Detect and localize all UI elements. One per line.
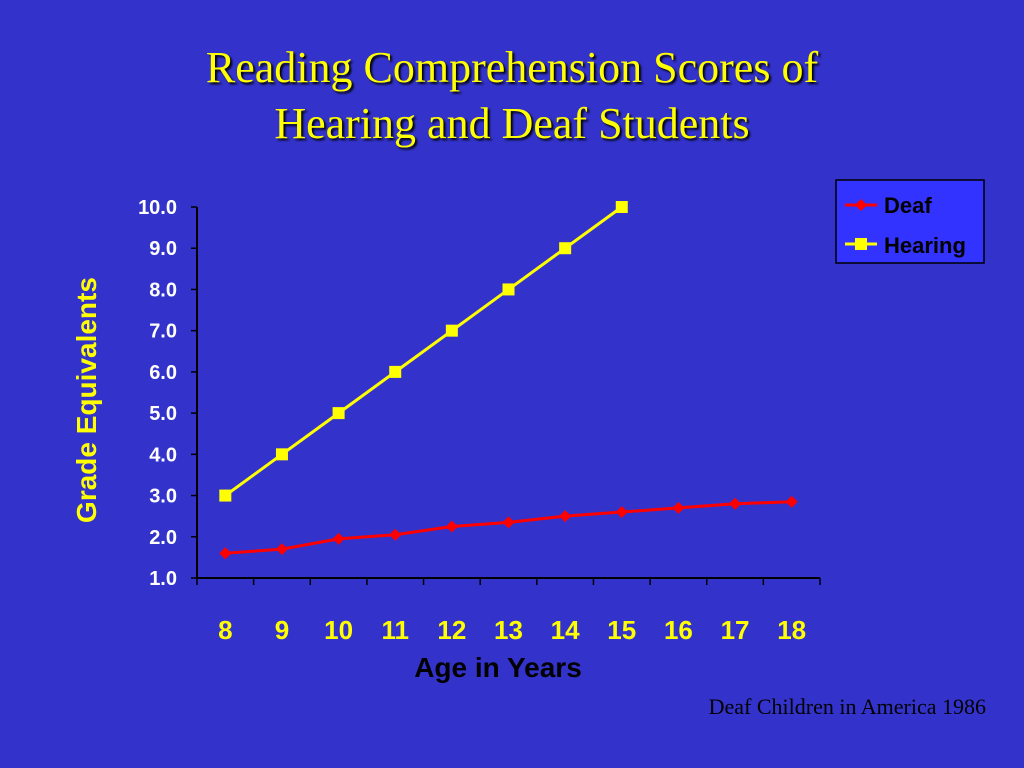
deaf-data-point <box>219 547 232 560</box>
x-tick-label: 11 <box>381 615 409 645</box>
chart-title-line-1: Reading Comprehension Scores of <box>205 43 819 92</box>
hearing-data-point <box>615 201 628 213</box>
hearing-data-point <box>275 448 288 461</box>
series-lines <box>219 201 798 560</box>
hearing-data-point <box>502 283 515 296</box>
legend-hearing-label: Hearing <box>884 233 966 258</box>
y-tick-label: 4.0 <box>149 444 177 466</box>
y-tick-label: 6.0 <box>149 362 177 384</box>
deaf-data-point <box>275 543 288 556</box>
deaf-data-point <box>615 506 628 519</box>
x-tick-label: 16 <box>664 615 693 645</box>
x-axis-title: Age in Years <box>414 652 582 683</box>
deaf-data-point <box>672 501 685 514</box>
source-note: Deaf Children in America 1986 <box>708 694 986 719</box>
legend-deaf-label: Deaf <box>884 193 932 218</box>
y-axis-title: Grade Equivalents <box>71 277 102 523</box>
y-tick-label: 3.0 <box>149 486 177 508</box>
hearing-data-point <box>219 489 232 502</box>
x-tick-label: 9 <box>275 615 289 645</box>
chart-title-line-2: Hearing and Deaf Students <box>274 99 750 148</box>
deaf-data-point <box>332 532 345 545</box>
y-tick-label: 1.0 <box>149 568 177 590</box>
chart-title: Reading Comprehension Scores of Hearing … <box>0 40 1024 152</box>
y-tick-label: 2.0 <box>149 527 177 549</box>
legend: Deaf Hearing <box>835 179 985 264</box>
deaf-data-point <box>389 528 402 541</box>
x-tick-label: 10 <box>324 615 353 645</box>
legend-deaf-marker <box>855 199 867 211</box>
x-tick-label: 14 <box>551 615 580 645</box>
y-tick-label: 9.0 <box>149 238 177 260</box>
x-tick-label: 15 <box>607 615 636 645</box>
hearing-data-point <box>559 242 572 255</box>
hearing-data-point <box>445 324 458 337</box>
hearing-data-point <box>332 407 345 420</box>
hearing-series-line <box>224 205 623 497</box>
y-tick-label: 5.0 <box>149 403 177 425</box>
deaf-data-point <box>785 495 798 508</box>
y-axis-tick-labels: 1.0 2.0 3.0 4.0 5.0 6.0 7.0 8.0 9.0 10.0 <box>138 197 177 590</box>
deaf-data-point <box>559 510 572 523</box>
x-tick-label: 12 <box>437 615 466 645</box>
hearing-data-point <box>389 365 402 378</box>
y-tick-label: 7.0 <box>149 321 177 343</box>
x-axis-tick-labels: 8 9 10 11 12 13 14 15 16 17 18 <box>218 615 806 645</box>
y-tick-label: 10.0 <box>138 197 177 219</box>
x-tick-label: 17 <box>721 615 750 645</box>
deaf-data-point <box>502 516 515 529</box>
deaf-data-point <box>445 520 458 533</box>
x-tick-label: 8 <box>218 615 232 645</box>
x-tick-label: 18 <box>777 615 806 645</box>
x-tick-label: 13 <box>494 615 523 645</box>
legend-hearing-marker <box>855 238 867 250</box>
deaf-data-point <box>729 497 742 510</box>
y-tick-label: 8.0 <box>149 279 177 301</box>
axes <box>191 206 821 585</box>
